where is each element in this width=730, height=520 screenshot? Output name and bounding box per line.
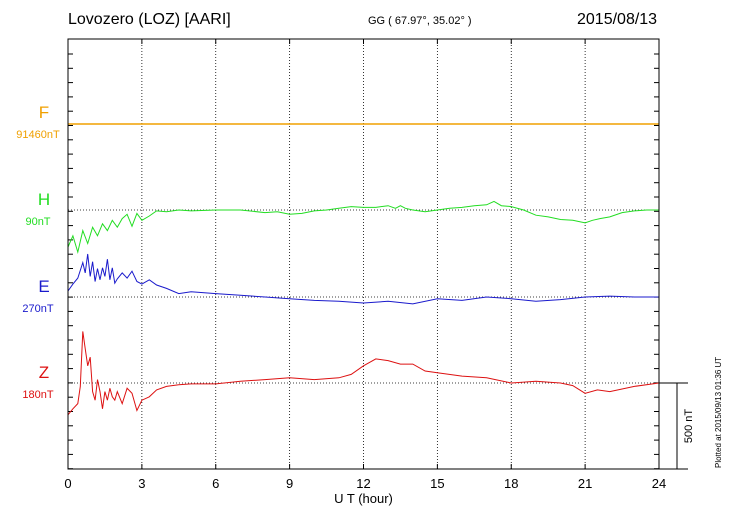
- station-title: Lovozero (LOZ) [AARI]: [68, 11, 231, 28]
- x-tick-label: 24: [652, 476, 666, 491]
- station-coordinates: GG ( 67.97°, 35.02° ): [368, 15, 472, 27]
- x-tick-label: 0: [64, 476, 71, 491]
- series-line-z: [67, 331, 660, 416]
- x-tick-label: 15: [430, 476, 444, 491]
- x-axis-label: U T (hour): [334, 491, 393, 506]
- plot-date: 2015/08/13: [577, 11, 658, 28]
- scale-bar-label: 500 nT: [683, 409, 695, 444]
- x-tick-label: 3: [138, 476, 145, 491]
- x-tick-label: 18: [504, 476, 518, 491]
- series-labels: F 91460nT H 90nT E 270nT Z 180nT: [16, 103, 60, 401]
- grid-lines: [68, 39, 659, 469]
- x-tick-label: 21: [578, 476, 592, 491]
- series-name-z: Z: [39, 363, 49, 382]
- x-tick-label: 9: [286, 476, 293, 491]
- series-line-h: [67, 200, 659, 255]
- plotted-timestamp: Plotted at 2015/09/13 01:36 UT: [714, 356, 723, 468]
- series-baseline-f: 91460nT: [16, 129, 60, 141]
- plot-frame: [67, 38, 660, 470]
- x-tick-label: 6: [212, 476, 219, 491]
- series-name-f: F: [39, 103, 49, 122]
- x-tick-label: 12: [356, 476, 370, 491]
- series-name-e: E: [38, 277, 49, 296]
- x-axis: 0 3 6 9 12 15 18 21 24 U T (hour): [64, 39, 666, 506]
- series-group: [67, 123, 660, 416]
- series-name-h: H: [38, 190, 50, 209]
- scale-bar: 500 nT: [659, 382, 695, 470]
- series-line-e: [67, 253, 659, 305]
- series-baseline-h: 90nT: [25, 216, 50, 228]
- series-baseline-e: 270nT: [22, 303, 53, 315]
- series-baseline-z: 180nT: [22, 389, 53, 401]
- y-tick-marks: [68, 53, 659, 470]
